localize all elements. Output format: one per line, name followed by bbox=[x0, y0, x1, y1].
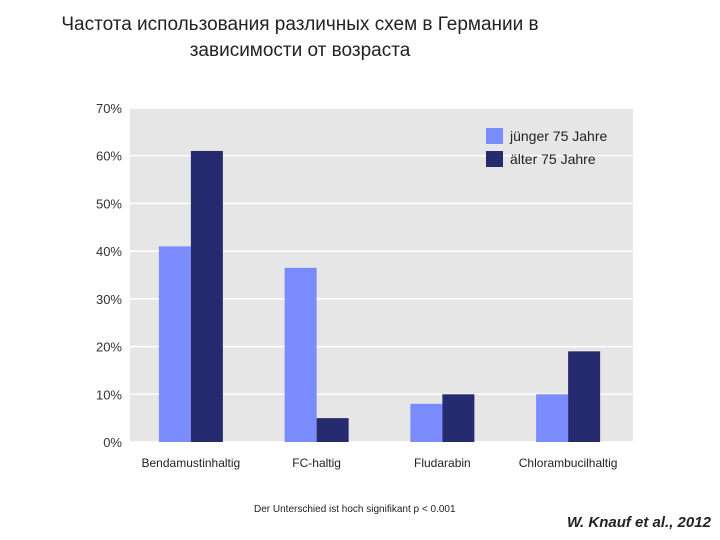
bar bbox=[284, 267, 317, 442]
y-tick-label: 30% bbox=[96, 292, 122, 307]
y-tick-label: 10% bbox=[96, 387, 122, 402]
bar bbox=[568, 351, 601, 442]
chart-title-line-1: Частота использования различных схем в Г… bbox=[61, 14, 539, 35]
legend-label: älter 75 Jahre bbox=[510, 151, 596, 167]
x-tick-label: Chlorambucilhaltig bbox=[519, 456, 618, 470]
y-tick-label: 40% bbox=[96, 244, 122, 259]
x-tick-label: Fludarabin bbox=[414, 456, 471, 470]
bar bbox=[442, 394, 475, 442]
bar bbox=[316, 418, 349, 442]
bar bbox=[190, 150, 223, 442]
legend-swatch bbox=[486, 128, 503, 144]
chart-title-line-2: зависимости от возраста bbox=[189, 40, 411, 61]
legend-swatch bbox=[486, 151, 503, 167]
citation: W. Knauf et al., 2012 bbox=[567, 514, 711, 531]
legend-label: jünger 75 Jahre bbox=[509, 128, 608, 144]
y-tick-label: 20% bbox=[96, 340, 122, 355]
x-tick-label: Bendamustinhaltig bbox=[142, 456, 241, 470]
y-tick-label: 0% bbox=[103, 435, 122, 450]
bar bbox=[410, 403, 443, 442]
y-tick-label: 70% bbox=[96, 101, 122, 116]
bar bbox=[158, 246, 191, 442]
y-tick-label: 60% bbox=[96, 149, 122, 164]
x-tick-label: FC-haltig bbox=[292, 456, 341, 470]
significance-footnote: Der Unterschied ist hoch signifikant p <… bbox=[254, 504, 456, 515]
y-tick-label: 50% bbox=[96, 196, 122, 211]
bar bbox=[536, 394, 569, 442]
